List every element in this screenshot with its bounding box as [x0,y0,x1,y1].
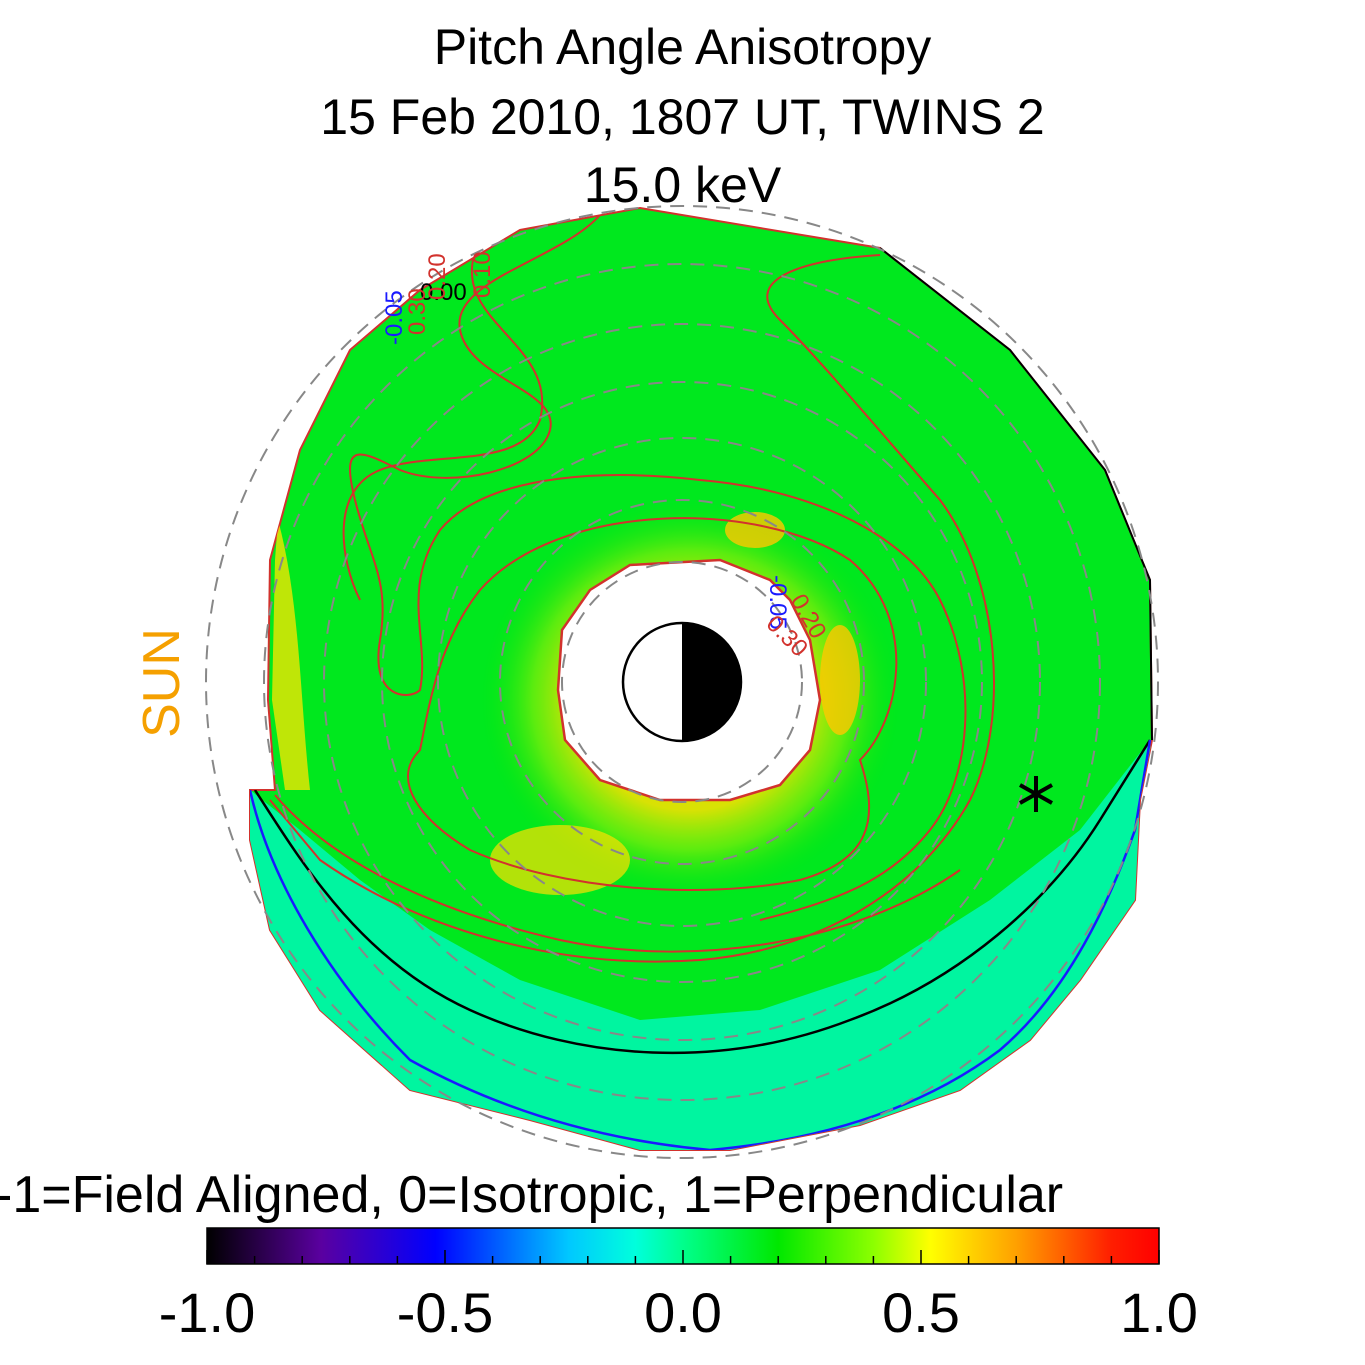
sun-label-text: SUN [133,628,191,738]
contour-label: 0.30 [404,288,431,335]
contour-label: 0.00 [420,279,467,306]
contour-label: 0.20 [424,253,451,300]
chart-title: Pitch Angle Anisotropy [433,19,932,75]
grid-ring-6 [263,263,1101,1101]
grid-ring-1 [561,561,803,803]
field-aligned-region [250,740,1152,1150]
chart-energy: 15.0 keV [583,157,782,213]
contour-red-1 [342,239,544,601]
colorbar-minor-ticks [206,1250,1160,1264]
contour-label: -0.05 [764,575,791,630]
yellow-blob-east [820,625,860,735]
sun-label: SUN [132,618,192,748]
contour-label: 0.10 [469,251,496,298]
colorbar-label: -1=Field Aligned, 0=Isotropic, 1=Perpend… [0,1166,1064,1224]
grid-ring-2 [499,499,865,865]
contour-label: -0.05 [381,290,408,345]
star-marker [1019,776,1053,812]
contour-black [253,739,1152,1055]
grid-ring-4 [381,381,983,983]
colorbar-tick-label: 1.0 [1120,1281,1198,1344]
disk-outline-black-east [879,247,1153,741]
colorbar-tick-label: -1.0 [158,1281,256,1344]
yellow-blob-north [725,512,785,548]
colorbar-tick-label: 0.5 [882,1281,960,1344]
grid-ring-3 [437,437,927,927]
yellow-dawn-band [272,520,310,790]
contour-red-5 [274,794,961,953]
earth-icon [621,621,743,743]
contour-red-3 [269,254,995,963]
colorbar-tick-label: 0.0 [644,1281,722,1344]
contour-red-2 [349,214,967,921]
grid-ring-7 [205,205,1159,1159]
grid-ring-5 [323,323,1041,1041]
dashed-grid [205,205,1159,1159]
earth-night-side [682,623,741,741]
chart-subtitle: 15 Feb 2010, 1807 UT, TWINS 2 [320,89,1045,145]
colorbar [206,1227,1160,1265]
contour-red-4 [407,517,898,891]
colorbar-tick-label: -0.5 [396,1281,494,1344]
contour-blue [250,739,1152,1150]
